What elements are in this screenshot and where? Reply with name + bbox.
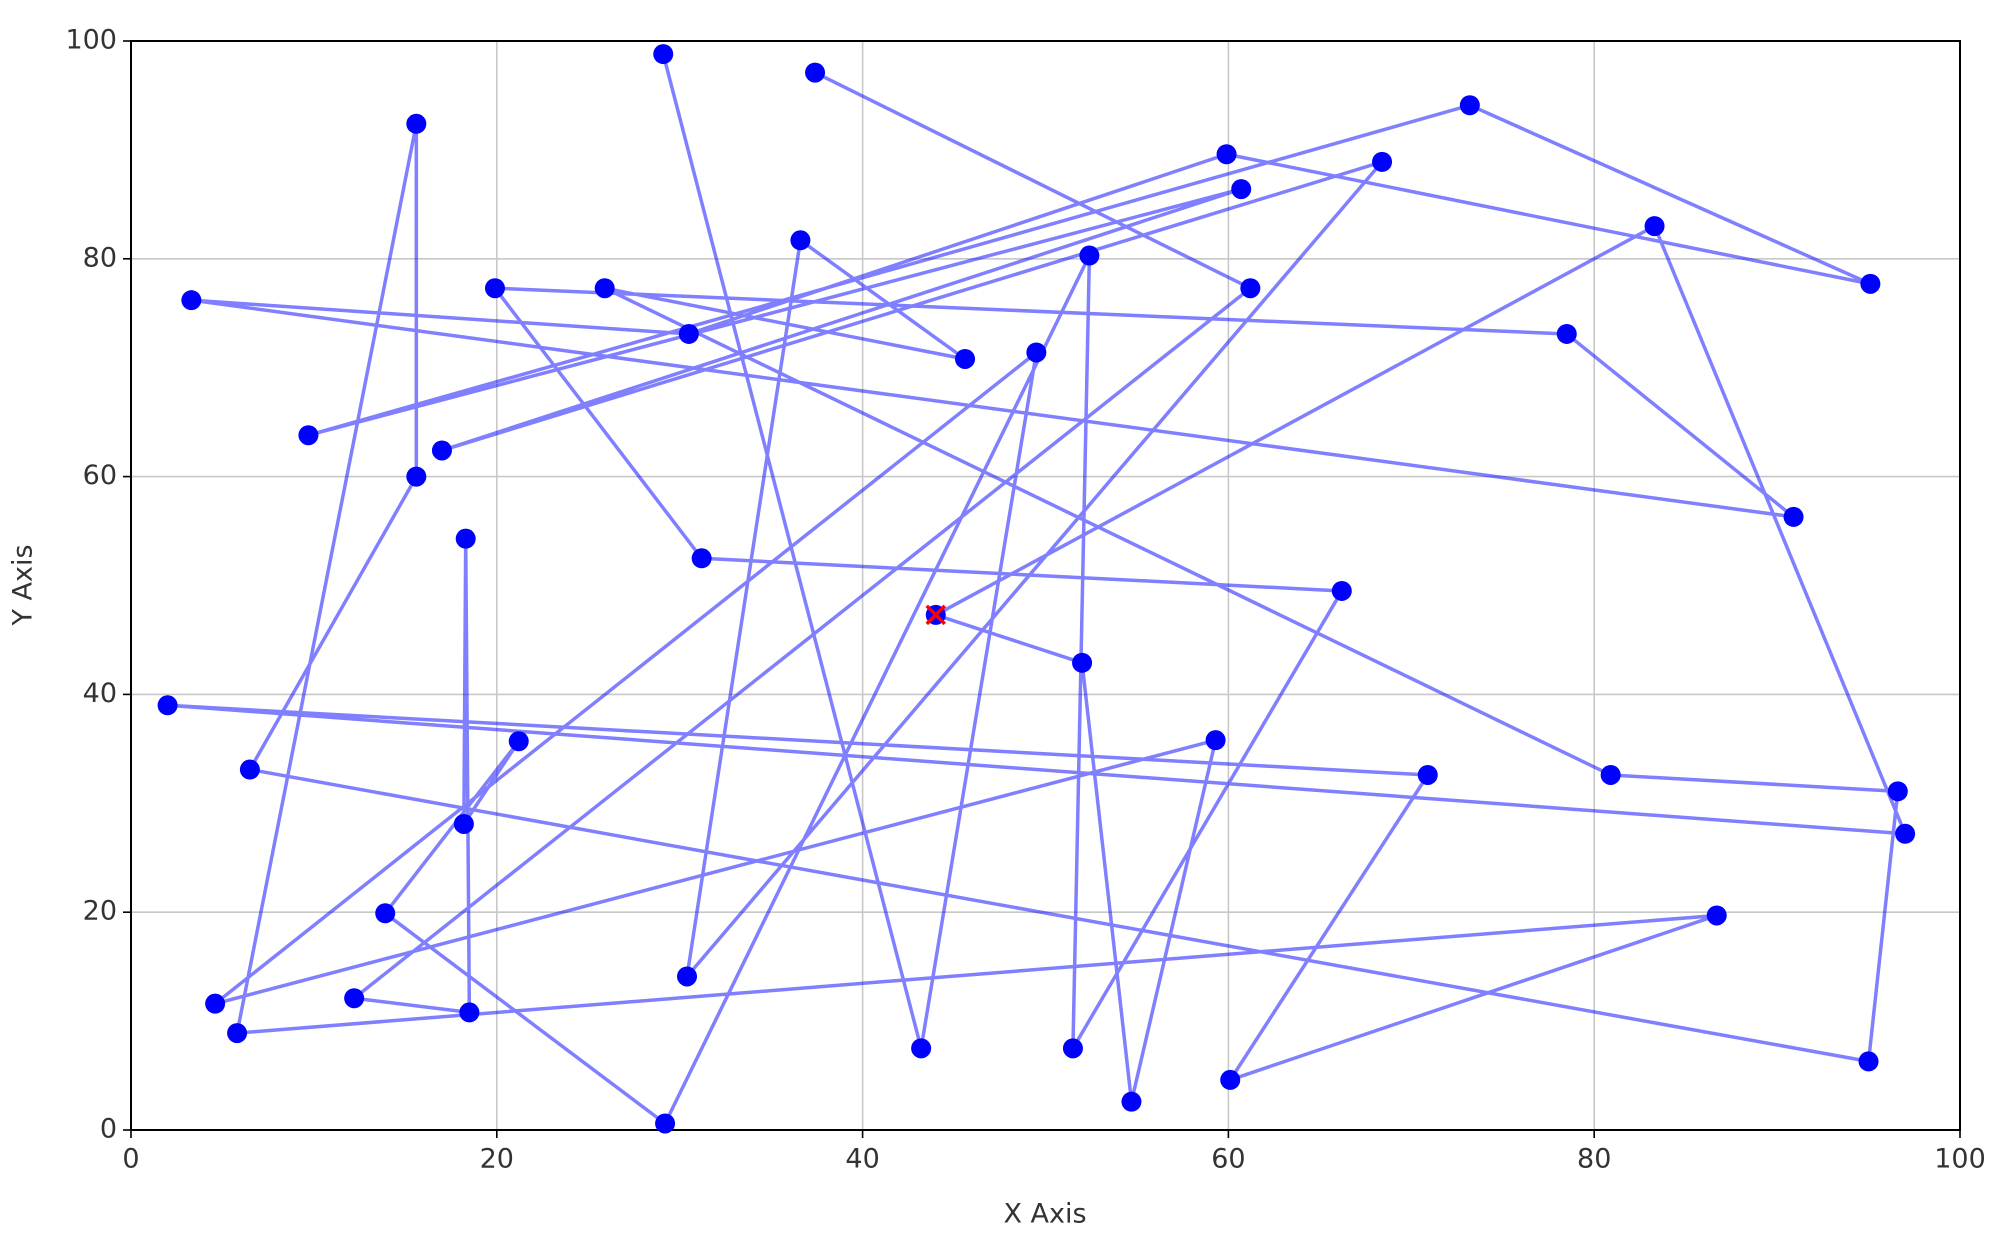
point	[455, 528, 476, 549]
point	[678, 323, 699, 344]
point	[677, 966, 698, 987]
point	[1062, 1038, 1083, 1059]
point	[805, 62, 826, 83]
x-tick-label: 60	[1211, 1144, 1245, 1175]
y-tick-label: 80	[83, 242, 117, 273]
y-tick-label: 0	[100, 1114, 117, 1145]
point	[1783, 506, 1804, 527]
point	[1220, 1069, 1241, 1090]
point	[1072, 652, 1093, 673]
point	[508, 731, 529, 752]
point	[406, 466, 427, 487]
point	[1860, 273, 1881, 294]
point	[1216, 144, 1237, 165]
y-tick-label: 60	[83, 460, 117, 491]
point-marker	[925, 604, 946, 626]
point	[1600, 764, 1621, 785]
point	[239, 759, 260, 780]
point	[955, 348, 976, 369]
point	[1205, 730, 1226, 751]
point	[691, 548, 712, 569]
point	[227, 1023, 248, 1044]
point	[205, 993, 226, 1014]
point	[1644, 216, 1665, 237]
point	[594, 278, 615, 299]
point	[1026, 342, 1047, 363]
point	[1858, 1051, 1879, 1072]
point	[181, 290, 202, 311]
point	[653, 44, 674, 65]
point	[1331, 580, 1352, 601]
point	[1459, 95, 1480, 116]
y-axis-label: Y Axis	[8, 544, 39, 626]
point	[1706, 905, 1727, 926]
point	[459, 1002, 480, 1023]
point	[157, 695, 178, 716]
x-tick-label: 80	[1577, 1144, 1611, 1175]
point	[1887, 781, 1908, 802]
point	[911, 1038, 932, 1059]
point	[1079, 245, 1100, 266]
y-tick-label: 100	[65, 25, 117, 56]
point	[1556, 323, 1577, 344]
point	[790, 230, 811, 251]
x-tick-label: 100	[1934, 1144, 1986, 1175]
point	[1121, 1091, 1142, 1112]
y-tick-label: 20	[83, 896, 117, 927]
series-line	[165, 53, 1907, 1126]
point	[1240, 278, 1261, 299]
point	[1417, 764, 1438, 785]
point	[375, 903, 396, 924]
point	[484, 278, 505, 299]
x-tick-label: 20	[480, 1144, 514, 1175]
x-tick-label: 0	[122, 1144, 139, 1175]
point	[1372, 151, 1393, 172]
plot-frame	[130, 40, 1961, 1131]
point	[655, 1113, 676, 1134]
point	[1231, 179, 1252, 200]
point	[431, 440, 452, 461]
point	[344, 988, 365, 1009]
point	[453, 813, 474, 834]
point	[298, 425, 319, 446]
point	[1895, 823, 1916, 844]
y-tick-label: 40	[83, 678, 117, 709]
point	[406, 113, 427, 134]
x-tick-label: 40	[845, 1144, 879, 1175]
x-axis-label: X Axis	[1003, 1199, 1086, 1230]
